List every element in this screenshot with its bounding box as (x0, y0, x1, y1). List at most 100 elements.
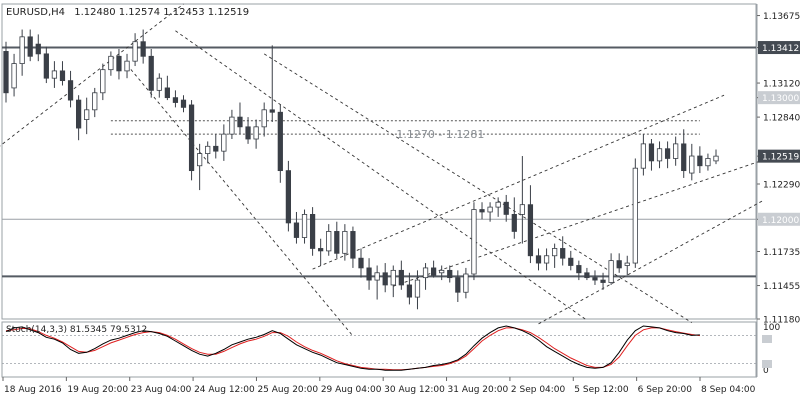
bull-candle-body (632, 167, 638, 264)
stochastic-axis-label: 0 (763, 366, 769, 376)
bull-candle-body (414, 279, 421, 298)
bear-candle-body (67, 80, 74, 101)
bear-candle-body (511, 214, 517, 232)
bull-candle-body (124, 60, 130, 72)
bear-candle-body (148, 55, 154, 91)
bear-candle-body (592, 277, 598, 281)
bear-candle-body (293, 222, 300, 238)
price-label-text: 1.12000 (762, 216, 799, 226)
bull-candle-body (51, 70, 58, 79)
bull-candle-body (108, 55, 114, 71)
bear-candle-body (382, 272, 388, 286)
bull-candle-body (422, 267, 429, 279)
bull-candle-body (487, 206, 493, 213)
bull-candle-body (374, 272, 380, 281)
bear-candle-body (535, 255, 542, 264)
bear-candle-body (600, 279, 606, 283)
bull-candle-body (471, 209, 477, 275)
bear-candle-body (584, 272, 590, 279)
bull-candle-body (132, 41, 138, 62)
bear-candle-body (245, 126, 251, 140)
bull-candle-body (390, 269, 396, 286)
bear-candle-body (164, 87, 170, 99)
bull-candle-body (229, 116, 235, 135)
bull-candle-body (253, 126, 259, 140)
bear-candle-body (172, 97, 179, 103)
trendline (312, 94, 725, 270)
bear-candle-body (116, 55, 122, 72)
time-tick-label: 23 Aug 04:00 (131, 385, 192, 395)
price-label-text: 1.13412 (762, 44, 799, 54)
bear-candle-body (648, 143, 655, 162)
bear-candle-body (43, 53, 49, 79)
bull-candle-body (301, 214, 308, 238)
bull-candle-body (326, 231, 332, 252)
trendline (0, 3, 184, 147)
bull-candle-body (705, 158, 711, 167)
bear-candle-body (59, 70, 66, 82)
bear-candle-body (697, 155, 703, 167)
time-tick-label: 31 Aug 20:00 (448, 385, 509, 395)
bear-candle-body (576, 265, 582, 274)
bear-candle-body (366, 267, 372, 281)
time-tick-label: 24 Aug 12:00 (194, 385, 255, 395)
price-tick-label: 1.11180 (763, 316, 800, 326)
bull-candle-body (552, 248, 558, 257)
bull-candle-body (495, 201, 501, 208)
time-tick-label: 5 Sep 12:00 (574, 385, 629, 395)
bear-candle-body (681, 143, 687, 172)
bear-candle-body (334, 231, 340, 254)
bear-candle-body (398, 269, 404, 286)
bull-candle-body (92, 92, 98, 111)
bull-candle-body (205, 145, 211, 154)
time-tick-label: 30 Aug 12:00 (384, 385, 445, 395)
time-tick-label: 8 Sep 04:00 (701, 385, 756, 395)
price-tick-label: 1.11735 (763, 248, 800, 258)
bear-candle-body (430, 267, 437, 276)
bear-candle-body (447, 269, 453, 279)
price-label-text: 1.12519 (762, 153, 799, 163)
bull-candle-body (342, 231, 348, 254)
bear-candle-body (406, 284, 413, 298)
time-tick-label: 18 Aug 2016 (4, 385, 62, 395)
ohlc-values: 1.12480 1.12574 1.12453 1.12519 (74, 7, 249, 18)
bull-candle-body (11, 63, 17, 89)
price-tick-label: 1.11455 (763, 282, 800, 292)
stochastic-main-line (5, 325, 700, 371)
price-tick-label: 1.13675 (763, 12, 800, 22)
trendline (126, 64, 354, 337)
bull-candle-body (100, 69, 106, 94)
bull-candle-body (713, 155, 719, 162)
price-label-box (758, 41, 800, 55)
bear-candle-body (527, 204, 534, 257)
time-tick-label: 2 Sep 04:00 (511, 385, 566, 395)
stochastic-title: Stoch(14,3,3) 81.5345 79.5312 (6, 325, 147, 335)
chart-symbol-header: EURUSD,H4 1.12480 1.12574 1.12453 1.1251… (6, 7, 249, 18)
bull-candle-body (156, 77, 162, 91)
bull-candle-body (519, 204, 525, 215)
bear-candle-body (560, 248, 566, 259)
symbol-label: EURUSD,H4 (6, 7, 65, 18)
bull-candle-body (543, 255, 550, 264)
time-tick-label: 19 Aug 20:00 (67, 385, 128, 395)
trendline (263, 53, 693, 324)
price-tick-label: 1.12290 (763, 181, 800, 191)
price-label-box (758, 149, 800, 163)
time-tick-label: 29 Aug 04:00 (321, 385, 382, 395)
bull-candle-body (221, 133, 227, 152)
bear-candle-body (3, 51, 9, 94)
bull-candle-body (689, 155, 695, 174)
bull-candle-body (656, 148, 663, 162)
bear-candle-body (140, 41, 146, 57)
zone-label: 1.1270 - 1.1281 (396, 128, 484, 141)
bear-candle-body (213, 145, 219, 152)
bear-candle-body (503, 201, 509, 215)
bear-candle-body (455, 277, 461, 293)
bull-candle-body (624, 262, 630, 266)
bear-candle-body (237, 116, 243, 128)
time-tick-label: 25 Aug 20:00 (257, 385, 318, 395)
bull-candle-body (640, 143, 647, 169)
bear-candle-body (269, 109, 275, 113)
